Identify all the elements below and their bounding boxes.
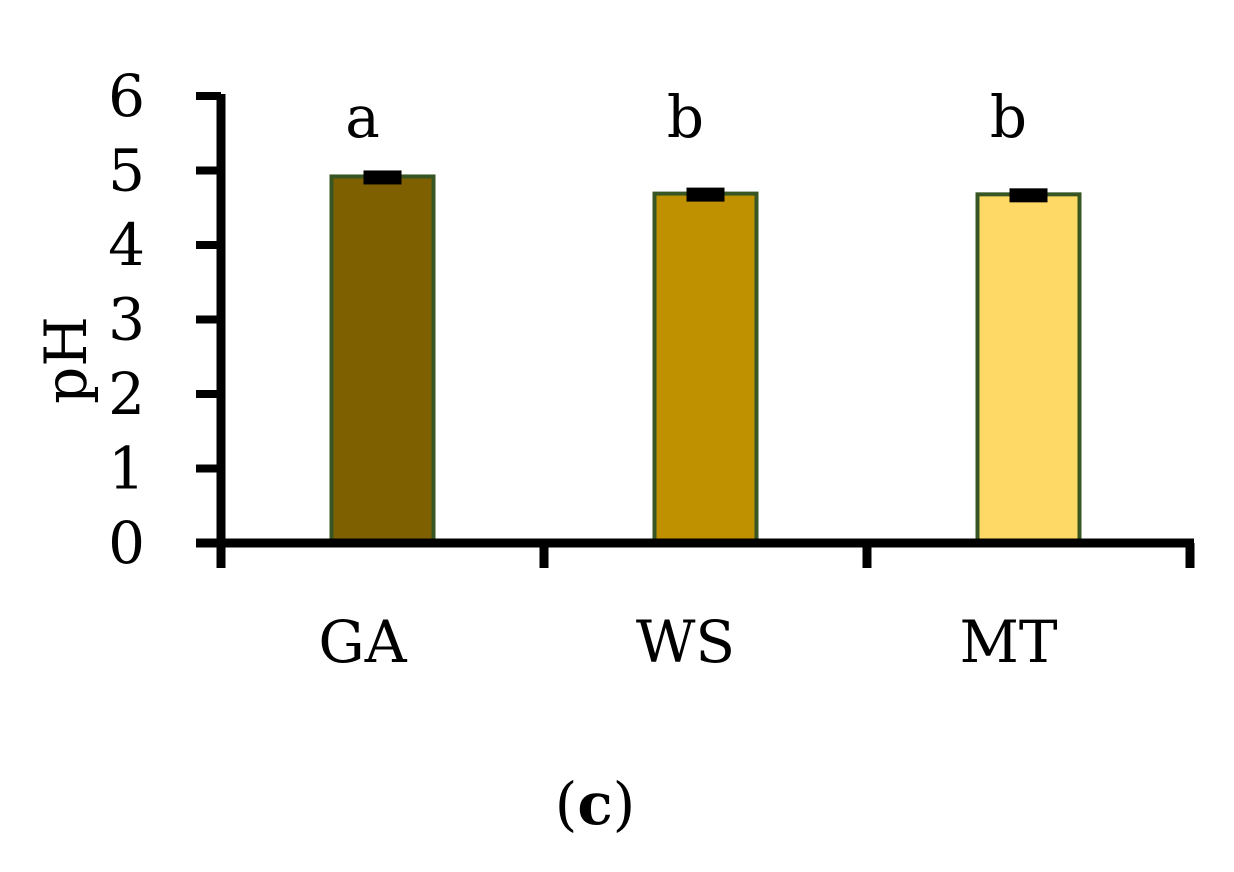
y-tick-label: 4 [108,211,145,279]
y-tick-label: 5 [108,137,145,205]
error-bar-mt [1009,188,1048,203]
x-tick-label-mt: MT [959,608,1057,676]
y-tick-label: 1 [108,435,145,503]
y-tick-label: 0 [108,509,145,577]
x-tick-label-ga: GA [318,608,407,676]
y-tick-label: 6 [108,62,145,130]
significance-letter-mt: b [990,83,1027,151]
bar-ws [652,191,759,545]
y-tick-label: 3 [108,286,145,354]
error-bar-ws [686,187,725,202]
panel-label-open: ( [554,770,578,838]
bar-ga [329,174,436,546]
error-bar-ga [363,170,402,185]
y-tick-label: 2 [108,360,145,428]
y-axis-label: pH [32,316,100,404]
significance-letter-ws: b [667,83,704,151]
x-tick-label-ws: WS [636,608,735,676]
panel-label-letter: c [577,770,613,838]
panel-label: (c) [0,770,1190,838]
significance-letter-ga: a [345,83,380,151]
panel-label-close: ) [612,770,636,838]
bar-mt [975,192,1082,545]
